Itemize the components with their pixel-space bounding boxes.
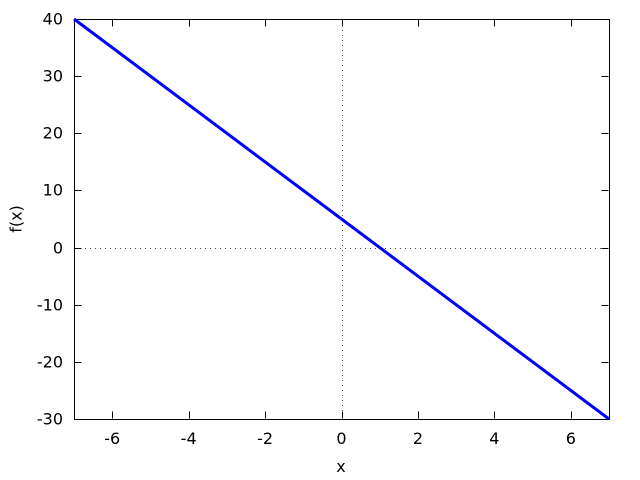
x-tick-label: -2 [257,429,274,448]
series-line [73,17,610,421]
x-tick-label: 0 [336,429,347,448]
y-tick-label: 30 [42,66,63,86]
y-tick-label: 20 [42,123,63,143]
x-tick-label: 2 [412,429,424,448]
x-tick-label: 4 [489,429,500,448]
y-tick-label: -30 [36,409,63,429]
y-tick-label: 40 [42,9,63,29]
y-tick-label: 10 [42,180,63,200]
x-tick-label: -6 [104,429,121,448]
y-axis-label: f(x) [6,205,26,233]
x-tick-label: -4 [180,429,197,448]
y-tick-label: -20 [36,352,63,372]
x-tick-label: 6 [565,429,576,448]
y-tick-label: -10 [36,295,63,315]
x-axis-label: x [336,457,346,476]
y-tick-label: 0 [52,238,63,258]
